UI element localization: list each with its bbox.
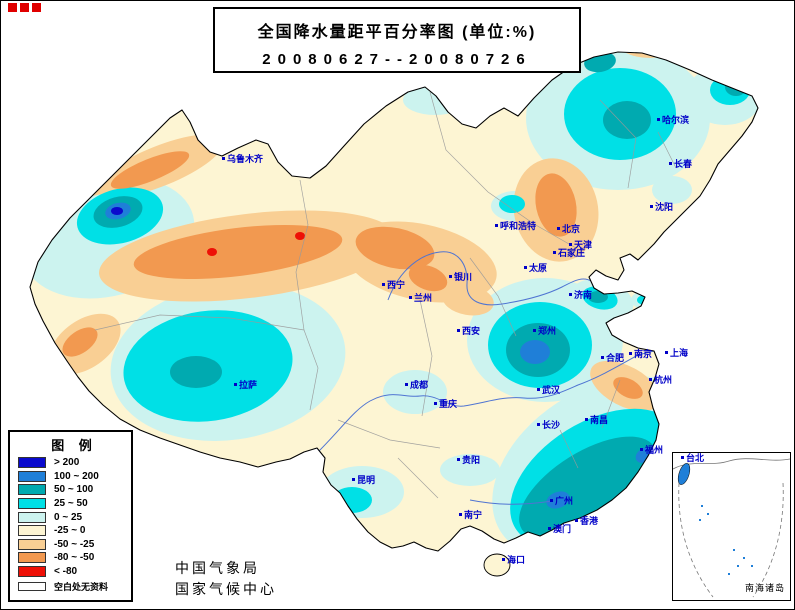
map-title-box: 全国降水量距平百分率图 (单位:%) 20080627--20080726 xyxy=(213,7,581,73)
inset-map xyxy=(672,458,791,598)
region-over-200 xyxy=(111,207,123,215)
legend-label: > 200 xyxy=(54,457,80,469)
legend-swatch-orange_light xyxy=(18,538,46,550)
watermark-glyph xyxy=(8,3,17,12)
region-minus80-minus50 xyxy=(62,151,643,399)
footer-agency-2: 国家气候中心 xyxy=(175,581,277,597)
legend-label: -50 ~ -25 xyxy=(54,538,95,550)
legend-row-red: < -80 xyxy=(18,565,125,579)
legend-swatch-cream xyxy=(18,525,46,537)
inset-label: 南海诸岛 xyxy=(744,583,785,593)
footer: 中国气象局 国家气候中心 xyxy=(175,558,277,600)
province-borders xyxy=(94,91,677,499)
legend-label: -80 ~ -50 xyxy=(54,552,95,564)
legend-swatch-blue_dark xyxy=(18,457,46,469)
legend-row-teal: 50 ~ 100 xyxy=(18,483,125,497)
legend-row-cyan_light: 0 ~ 25 xyxy=(18,510,125,524)
legend-label: 0 ~ 25 xyxy=(54,511,83,523)
map-title: 全国降水量距平百分率图 (单位:%) xyxy=(257,24,537,41)
watermark-glyph xyxy=(32,3,41,12)
legend-row-blue: 100 ~ 200 xyxy=(18,470,125,484)
legend-label: 50 ~ 100 xyxy=(54,484,94,496)
legend-label: -25 ~ 0 xyxy=(54,525,86,537)
legend-swatch-cyan xyxy=(18,498,46,510)
legend-row-orange_light: -50 ~ -25 xyxy=(18,538,125,552)
legend-row-cream: -25 ~ 0 xyxy=(18,524,125,538)
china-outline xyxy=(29,51,759,552)
legend-label: 25 ~ 50 xyxy=(54,498,88,510)
inset-coastline xyxy=(672,458,791,470)
legend-no-data-label: 空白处无资料 xyxy=(54,582,109,593)
legend-row-orange: -80 ~ -50 xyxy=(18,551,125,565)
inset-islands xyxy=(699,505,753,575)
watermark-glyph xyxy=(20,3,29,12)
region-under-minus80 xyxy=(207,232,305,256)
legend-row-blue_dark: > 200 xyxy=(18,456,125,470)
corner-watermark xyxy=(8,3,41,12)
legend-row-cyan: 25 ~ 50 xyxy=(18,497,125,511)
footer-agency-1: 中国气象局 xyxy=(175,560,260,576)
south-china-sea-inset: 南海诸岛 xyxy=(672,452,791,601)
taiwan-island xyxy=(677,463,691,485)
legend-swatch-red xyxy=(18,566,46,578)
hainan-island xyxy=(483,553,511,577)
legend-label: < -80 xyxy=(54,566,78,578)
inset-boundary-dashes xyxy=(678,482,784,598)
legend: 图 例 > 200 100 ~ 200 50 ~ 100 25 ~ 50 0 ~ 25 -… xyxy=(8,430,133,602)
legend-no-data-swatch xyxy=(18,582,46,592)
legend-swatch-blue xyxy=(18,470,46,482)
legend-title: 图 例 xyxy=(51,438,92,453)
rivers xyxy=(317,251,655,505)
map-date-range: 20080627--20080726 xyxy=(262,51,532,68)
legend-no-data-row: 空白处无资料 xyxy=(18,580,125,593)
legend-swatch-orange xyxy=(18,552,46,564)
legend-swatch-cyan_light xyxy=(18,511,46,523)
legend-items: > 200 100 ~ 200 50 ~ 100 25 ~ 50 0 ~ 25 -25 ~… xyxy=(18,456,125,578)
legend-label: 100 ~ 200 xyxy=(54,470,99,482)
legend-swatch-teal xyxy=(18,484,46,496)
